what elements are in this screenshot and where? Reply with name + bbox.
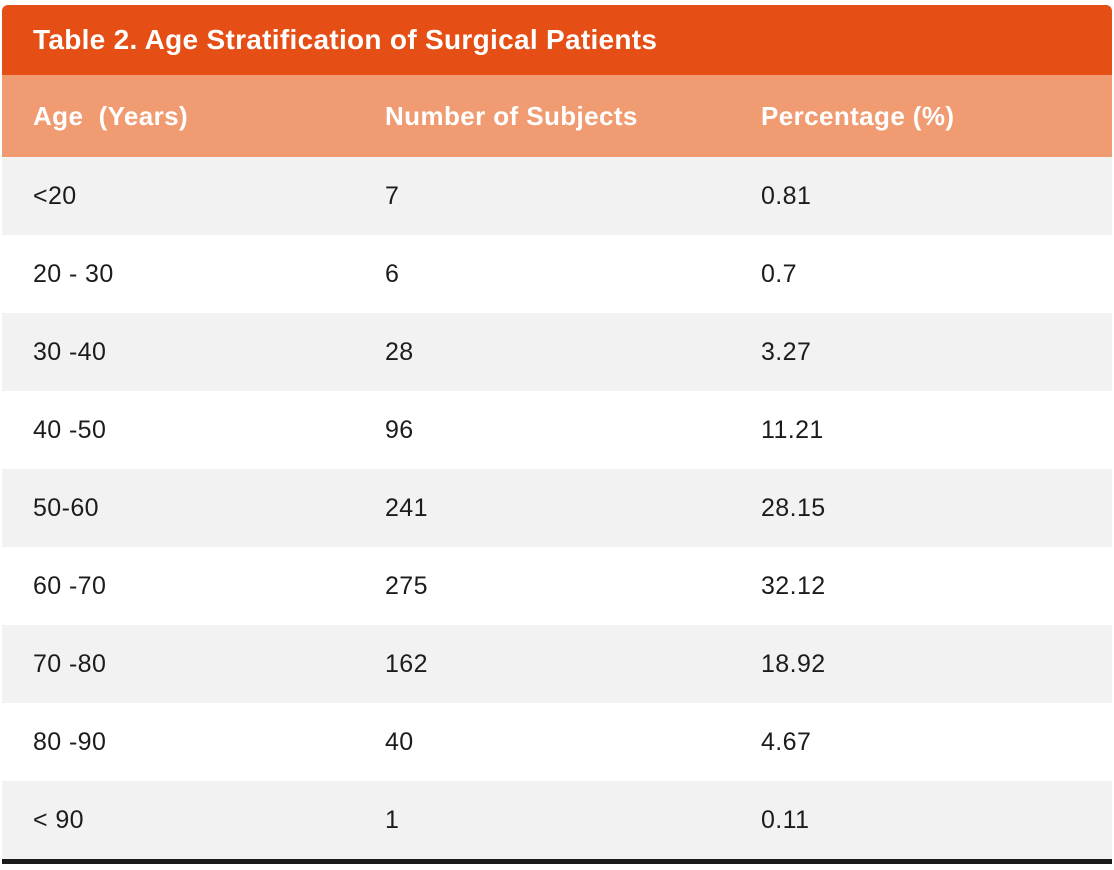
col-header-age: Age (Years) (33, 100, 189, 131)
col-header-percentage: Percentage (%) (761, 100, 955, 131)
cell-age: 80 -90 (33, 727, 107, 756)
table-bottom-rule (2, 859, 1112, 864)
cell-percentage: 0.11 (761, 805, 810, 834)
table-row: 20 - 30 6 0.7 (2, 235, 1112, 313)
table-row: <20 7 0.81 (2, 157, 1112, 235)
cell-percentage: 4.67 (761, 727, 812, 756)
table-row: 80 -90 40 4.67 (2, 703, 1112, 781)
cell-subjects: 96 (385, 415, 414, 444)
cell-age: 40 -50 (33, 415, 107, 444)
cell-subjects: 1 (385, 805, 400, 834)
cell-subjects: 6 (385, 259, 400, 288)
cell-percentage: 0.81 (761, 181, 812, 210)
cell-subjects: 28 (385, 337, 414, 366)
table-row: 40 -50 96 11.21 (2, 391, 1112, 469)
cell-subjects: 40 (385, 727, 414, 756)
table-header-row: Age (Years) Number of Subjects Percentag… (2, 75, 1112, 157)
table-title-bar: Table 2. Age Stratification of Surgical … (2, 5, 1112, 75)
cell-percentage: 11.21 (761, 415, 824, 444)
col-header-subjects: Number of Subjects (385, 100, 638, 131)
cell-subjects: 162 (385, 649, 428, 678)
table-row: 30 -40 28 3.27 (2, 313, 1112, 391)
cell-subjects: 275 (385, 571, 428, 600)
cell-age: 60 -70 (33, 571, 107, 600)
cell-subjects: 7 (385, 181, 400, 210)
cell-age: 30 -40 (33, 337, 107, 366)
cell-age: 70 -80 (33, 649, 107, 678)
cell-percentage: 28.15 (761, 493, 826, 522)
cell-age: < 90 (33, 805, 84, 834)
cell-percentage: 32.12 (761, 571, 826, 600)
cell-subjects: 241 (385, 493, 428, 522)
table-title: Table 2. Age Stratification of Surgical … (33, 24, 658, 55)
table-row: < 90 1 0.11 (2, 781, 1112, 859)
table-row: 70 -80 162 18.92 (2, 625, 1112, 703)
cell-percentage: 0.7 (761, 259, 797, 288)
cell-percentage: 3.27 (761, 337, 812, 366)
table-row: 60 -70 275 32.12 (2, 547, 1112, 625)
cell-age: <20 (33, 181, 77, 210)
table-row: 50-60 241 28.15 (2, 469, 1112, 547)
cell-percentage: 18.92 (761, 649, 826, 678)
cell-age: 20 - 30 (33, 259, 114, 288)
age-stratification-table: Table 2. Age Stratification of Surgical … (2, 5, 1112, 864)
cell-age: 50-60 (33, 493, 99, 522)
